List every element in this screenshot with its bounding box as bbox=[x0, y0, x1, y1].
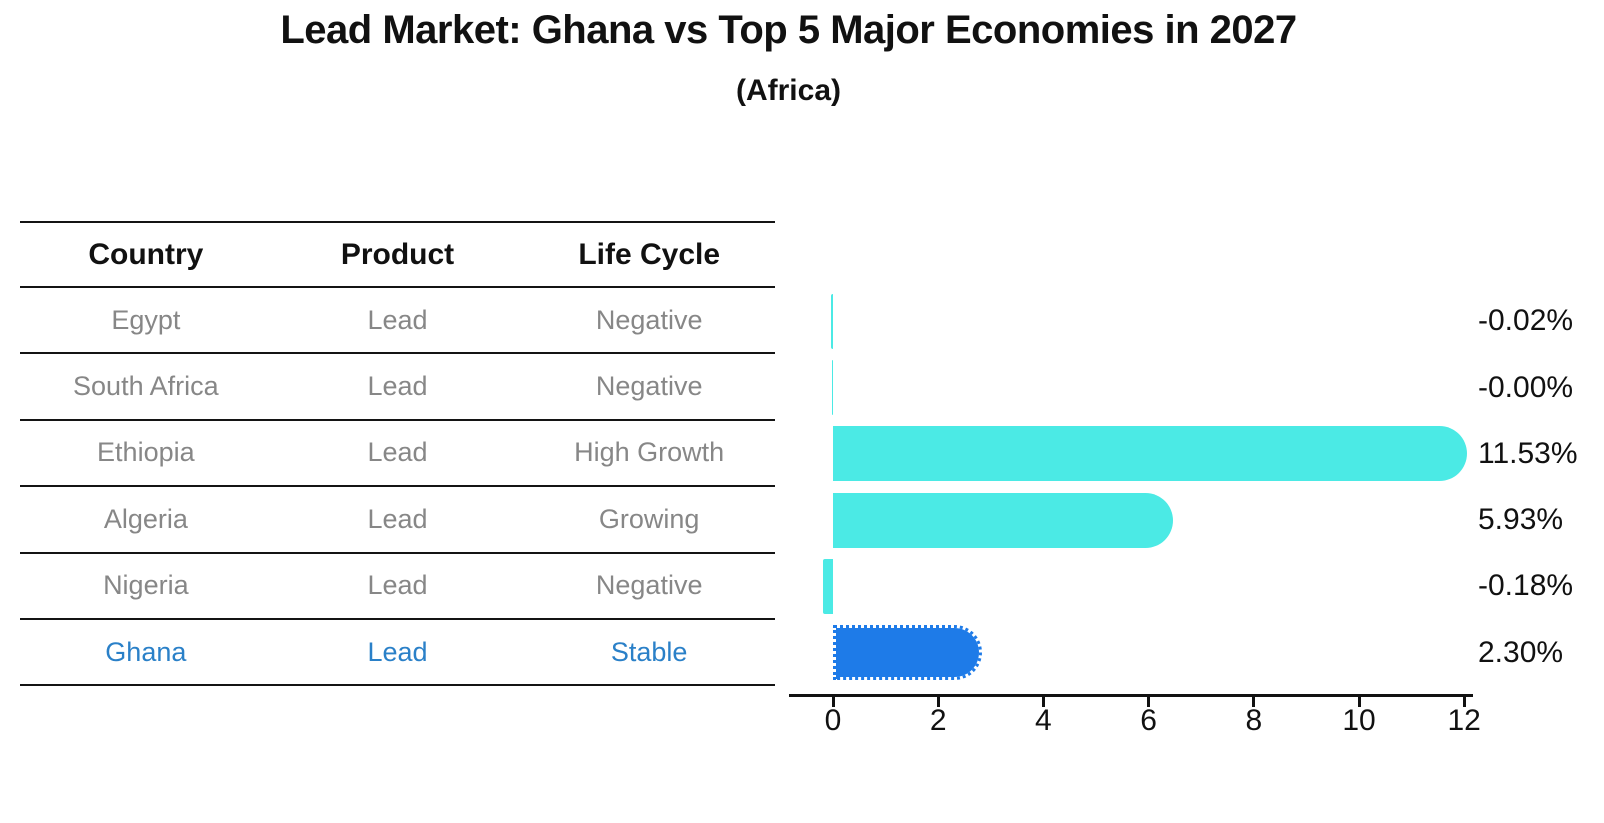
life-cycle-cell: Stable bbox=[610, 636, 688, 667]
x-axis-tick bbox=[936, 696, 940, 707]
bar-algeria bbox=[833, 492, 1173, 548]
bar-ghana bbox=[833, 625, 982, 681]
life-cycle-cell: Negative bbox=[595, 371, 703, 402]
x-axis-tick-label: 12 bbox=[1447, 704, 1481, 737]
product-cell: Lead bbox=[367, 503, 428, 534]
product-cell: Lead bbox=[367, 636, 428, 667]
x-axis-line bbox=[789, 693, 1473, 697]
bar-value-label: 11.53% bbox=[1478, 436, 1578, 470]
bar-egypt bbox=[830, 293, 833, 349]
product-cell: Lead bbox=[367, 371, 428, 402]
x-axis-tick-label: 0 bbox=[824, 704, 842, 737]
table-row-south-africa: South Africa Lead Negative bbox=[20, 354, 775, 421]
life-cycle-cell: Negative bbox=[595, 304, 703, 335]
country-cell: Algeria bbox=[103, 503, 188, 534]
country-cell: South Africa bbox=[73, 371, 219, 402]
product-cell: Lead bbox=[367, 570, 428, 601]
country-cell: Nigeria bbox=[103, 570, 189, 601]
x-axis-tick-label: 4 bbox=[1035, 704, 1052, 737]
bar-value-label: -0.00% bbox=[1478, 370, 1574, 404]
bar-value-label: -0.18% bbox=[1478, 569, 1574, 603]
product-cell: Lead bbox=[367, 437, 428, 468]
country-cell: Egypt bbox=[111, 304, 181, 335]
comparison-table: Country Product Life Cycle Egypt Lead Nega… bbox=[20, 221, 775, 687]
x-axis-tick bbox=[1462, 696, 1466, 707]
table-header-row: Country Product Life Cycle bbox=[20, 223, 775, 288]
bar-value-label: 5.93% bbox=[1478, 503, 1564, 537]
bar-nigeria bbox=[822, 558, 833, 614]
x-axis-tick bbox=[1252, 696, 1256, 707]
column-header-country: Country bbox=[88, 237, 204, 271]
table-row-ethiopia: Ethiopia Lead High Growth bbox=[20, 421, 775, 488]
x-axis-tick bbox=[1357, 696, 1361, 707]
chart-subtitle: (Africa) bbox=[735, 74, 841, 107]
table-row-algeria: Algeria Lead Growing bbox=[20, 487, 775, 554]
life-cycle-cell: High Growth bbox=[574, 437, 725, 468]
x-axis-tick bbox=[1147, 696, 1151, 707]
x-axis-tick-label: 2 bbox=[929, 704, 947, 737]
x-axis-tick bbox=[831, 696, 835, 707]
bar-ethiopia bbox=[833, 426, 1468, 482]
x-axis-tick-label: 6 bbox=[1140, 704, 1157, 737]
x-axis-tick-label: 10 bbox=[1342, 704, 1376, 737]
country-cell: Ethiopia bbox=[97, 437, 195, 468]
table-row-egypt: Egypt Lead Negative bbox=[20, 288, 775, 355]
chart-title: Lead Market: Ghana vs Top 5 Major Econom… bbox=[280, 8, 1297, 52]
life-cycle-cell: Growing bbox=[598, 503, 700, 534]
table-body: Egypt Lead Negative South Africa Lead Negativ… bbox=[20, 288, 775, 687]
x-axis-tick bbox=[1041, 696, 1045, 707]
x-axis-tick-label: 8 bbox=[1245, 704, 1263, 737]
product-cell: Lead bbox=[367, 304, 428, 335]
bar-south-africa bbox=[832, 360, 833, 415]
bar-value-label: 2.30% bbox=[1478, 635, 1564, 669]
life-cycle-cell: Negative bbox=[595, 570, 703, 601]
table-row-ghana: Ghana Lead Stable bbox=[20, 620, 775, 687]
bar-value-label: -0.02% bbox=[1478, 304, 1574, 338]
country-cell: Ghana bbox=[105, 636, 187, 667]
column-header-product: Product bbox=[340, 237, 455, 271]
table-row-nigeria: Nigeria Lead Negative bbox=[20, 554, 775, 620]
column-header-life-cycle: Life Cycle bbox=[578, 237, 721, 271]
